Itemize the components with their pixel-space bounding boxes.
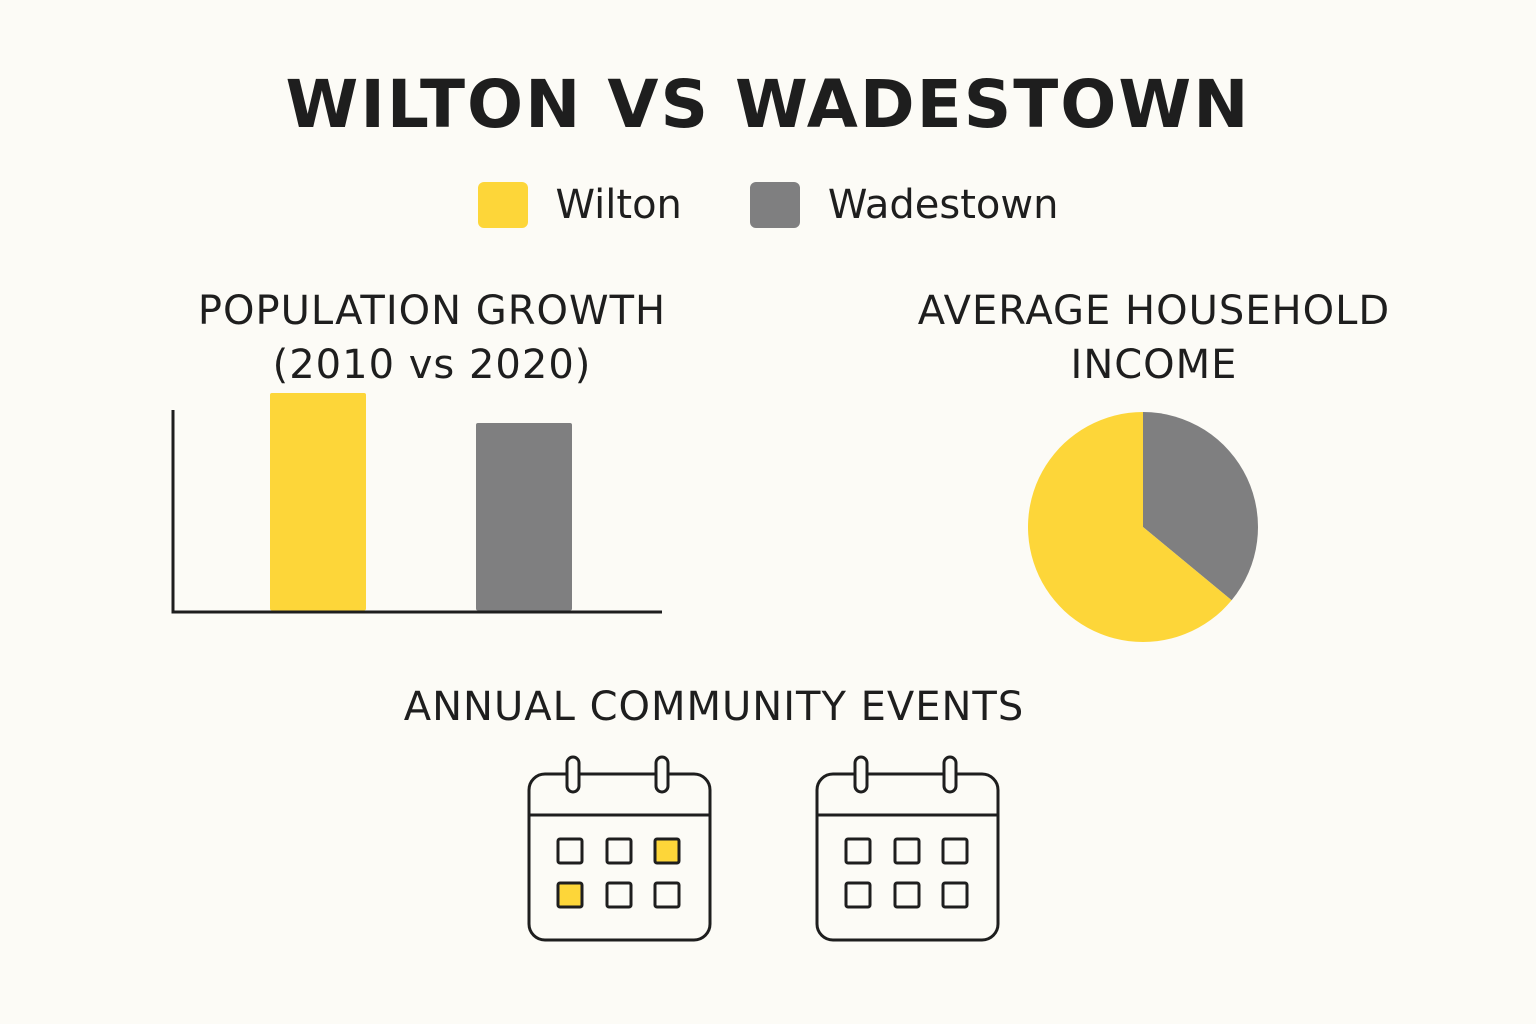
legend: Wilton Wadestown (0, 182, 1536, 228)
legend-label-wilton: Wilton (555, 182, 682, 228)
calendar-ring-2 (654, 755, 670, 794)
calendar-day (605, 837, 633, 865)
calendar-icon-wilton (527, 755, 712, 942)
calendar-icon-wadestown (815, 755, 1000, 942)
page-title: WILTON VS WADESTOWN (285, 66, 1251, 143)
calendar-day (653, 881, 681, 909)
calendar-day (605, 881, 633, 909)
calendar-day (893, 837, 921, 865)
calendar-ring-2 (942, 755, 958, 794)
legend-swatch-wadestown (749, 182, 800, 228)
bar-wilton (270, 393, 366, 611)
calendar-day-highlighted (556, 881, 584, 909)
legend-swatch-wilton (477, 182, 528, 228)
bar-wadestown (476, 423, 572, 611)
calendar-day (893, 881, 921, 909)
bar-chart-title-line-1: POPULATION GROWTH (197, 288, 667, 334)
calendar-day (556, 837, 584, 865)
events-title: ANNUAL COMMUNITY EVENTS (403, 684, 1025, 730)
calendar-day (844, 837, 872, 865)
pie-chart-title: AVERAGE HOUSEHOLD INCOME (854, 284, 1454, 392)
calendar-day-highlighted (653, 837, 681, 865)
pie-slice-wadestown (1143, 411, 1258, 601)
calendar-day (941, 881, 969, 909)
pie-chart-title-line-2: INCOME (1070, 342, 1238, 388)
calendar-day (844, 881, 872, 909)
calendar-ring-1 (853, 755, 869, 794)
legend-item-wadestown: Wadestown (749, 182, 1059, 228)
legend-label-wadestown: Wadestown (827, 182, 1059, 228)
bar-chart-title-line-2: (2010 vs 2020) (272, 342, 592, 388)
bar-chart-title: POPULATION GROWTH (2010 vs 2020) (132, 284, 732, 392)
pie-slice-wilton (1028, 411, 1232, 642)
pie-chart-title-line-1: AVERAGE HOUSEHOLD (917, 288, 1391, 334)
legend-item-wilton: Wilton (477, 182, 682, 228)
calendar-ring-1 (565, 755, 581, 794)
calendar-day (941, 837, 969, 865)
